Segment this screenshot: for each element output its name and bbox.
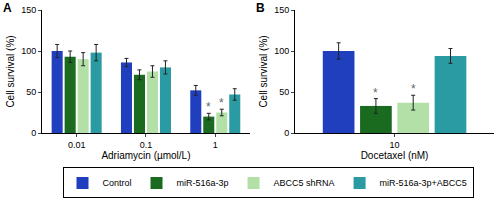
svg-text:A: A (3, 1, 12, 15)
svg-text:*: * (373, 86, 378, 100)
svg-text:150: 150 (274, 5, 289, 15)
svg-text:B: B (256, 1, 265, 15)
svg-text:Cell survival (%): Cell survival (%) (258, 35, 269, 107)
svg-text:50: 50 (279, 87, 289, 97)
svg-text:100: 100 (21, 46, 36, 56)
svg-text:50: 50 (26, 87, 36, 97)
svg-text:miR-516a-3p+ABCC5: miR-516a-3p+ABCC5 (380, 178, 467, 188)
svg-text:0.1: 0.1 (140, 140, 153, 150)
svg-text:Adriamycin (µmol/L): Adriamycin (µmol/L) (101, 150, 190, 161)
svg-text:1: 1 (213, 140, 218, 150)
svg-text:ABCC5 shRNA: ABCC5 shRNA (274, 178, 335, 188)
svg-text:0.01: 0.01 (68, 140, 86, 150)
svg-text:100: 100 (274, 46, 289, 56)
svg-text:*: * (206, 100, 211, 114)
svg-text:Cell survival (%): Cell survival (%) (5, 35, 16, 107)
svg-text:0: 0 (284, 128, 289, 138)
svg-text:*: * (411, 82, 416, 96)
svg-text:Control: Control (103, 178, 132, 188)
svg-text:0: 0 (31, 128, 36, 138)
svg-text:miR-516a-3p: miR-516a-3p (177, 178, 229, 188)
svg-text:*: * (219, 96, 224, 110)
svg-text:10: 10 (390, 140, 400, 150)
svg-text:Docetaxel (nM): Docetaxel (nM) (361, 150, 429, 161)
svg-text:150: 150 (21, 5, 36, 15)
